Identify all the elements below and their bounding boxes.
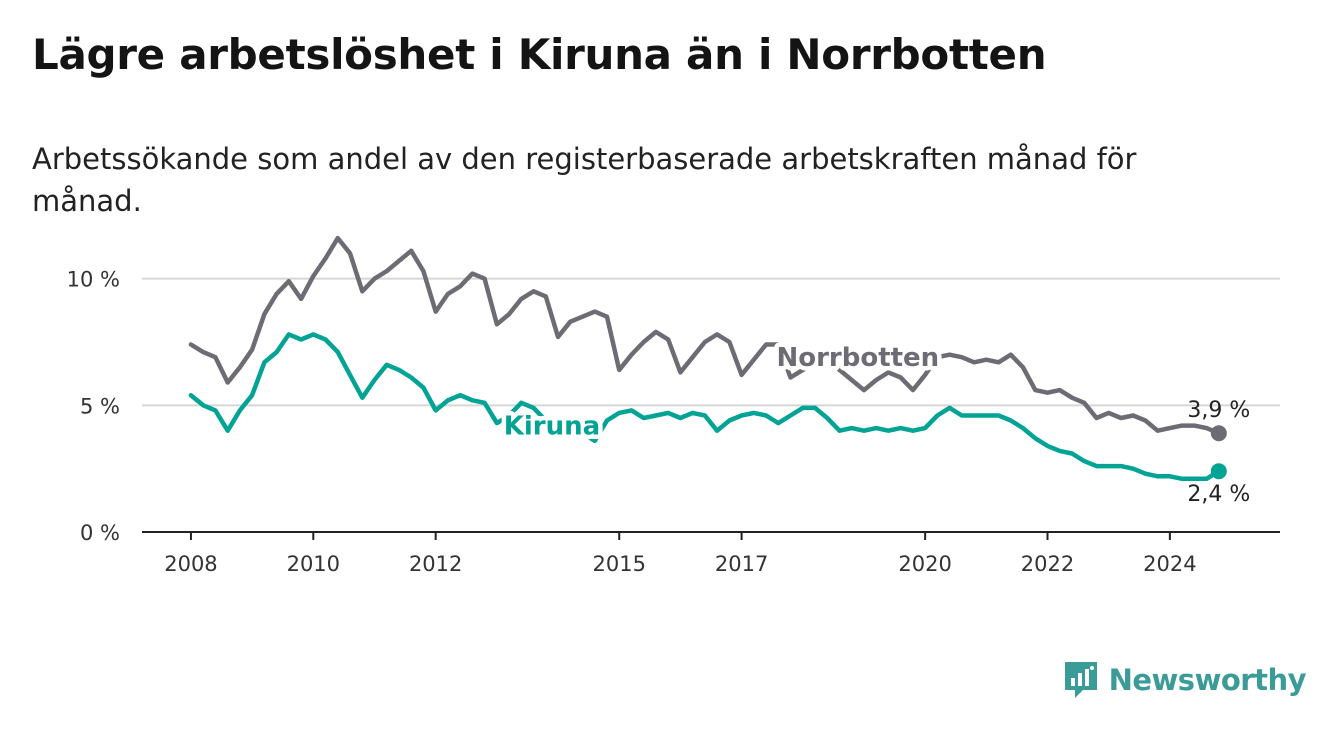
y-axis-ticks: 0 % 5 % 10 % (67, 268, 120, 545)
end-value-label: 3,9 % (1187, 398, 1250, 423)
series-line-norrbotten (188, 235, 1222, 436)
end-point-kiruna (1210, 463, 1227, 480)
x-tick-label: 2020 (898, 552, 951, 576)
chart-subtitle: Arbetssökande som andel av den registerb… (32, 142, 1137, 218)
series-lines (188, 235, 1227, 482)
x-tick-label: 2022 (1021, 552, 1074, 576)
y-tick-label: 0 % (80, 521, 120, 545)
bar-chart-icon (1064, 662, 1097, 698)
x-tick-label: 2010 (287, 552, 340, 576)
y-tick-label: 5 % (80, 394, 120, 418)
series-labels: 3,9 % 2,4 % Norrbotten Kiruna (499, 339, 1250, 508)
x-tick-label: 2015 (592, 552, 645, 576)
x-tick-label: 2024 (1143, 552, 1196, 576)
end-value-label: 2,4 % (1187, 482, 1250, 507)
series-name-label: Kiruna (504, 412, 600, 442)
series-line-kiruna (188, 332, 1222, 482)
gridlines (142, 277, 1280, 407)
x-axis: 2008 2010 2012 2015 2017 2020 2022 2024 (142, 531, 1280, 576)
y-tick-label: 10 % (67, 268, 120, 292)
brand-logo: Newsworthy (1063, 660, 1307, 700)
line-chart: 0 %5 %10 % 2008 2010 2012 2015 2017 2020 2022 2… (67, 235, 1280, 576)
x-tick-label: 2008 (164, 552, 217, 576)
brand-name: Newsworthy (1108, 663, 1307, 697)
x-tick-label: 2017 (715, 552, 768, 576)
series-name-label: Norrbotten (776, 343, 939, 373)
chart-title: Lägre arbetslöshet i Kiruna än i Norrbot… (32, 30, 1047, 79)
end-point-norrbotten (1210, 425, 1227, 442)
x-tick-label: 2012 (409, 552, 462, 576)
